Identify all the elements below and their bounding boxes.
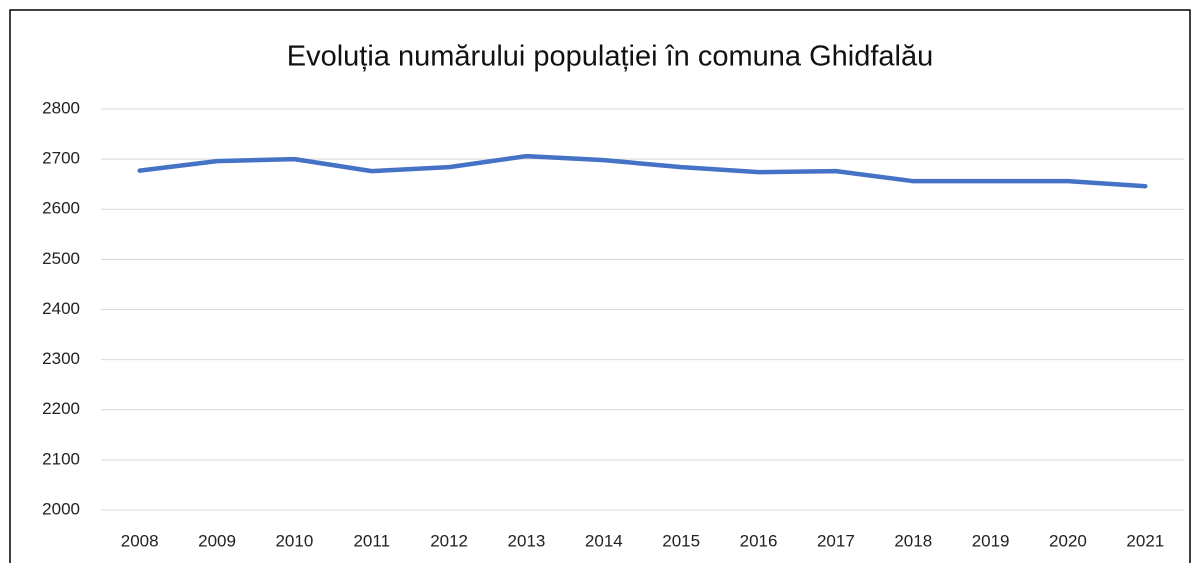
x-tick-label: 2020 bbox=[1049, 531, 1087, 550]
y-tick-label: 2700 bbox=[42, 149, 80, 168]
chart-frame bbox=[9, 9, 1191, 563]
y-tick-label: 2800 bbox=[42, 98, 80, 117]
x-tick-label: 2021 bbox=[1126, 531, 1164, 550]
x-tick-label: 2015 bbox=[662, 531, 700, 550]
y-tick-label: 2400 bbox=[42, 299, 80, 318]
x-tick-label: 2019 bbox=[972, 531, 1010, 550]
x-tick-label: 2008 bbox=[121, 531, 159, 550]
series-line bbox=[137, 153, 1148, 189]
x-tick-label: 2010 bbox=[275, 531, 313, 550]
x-tick-label: 2017 bbox=[817, 531, 855, 550]
y-tick-label: 2200 bbox=[42, 399, 80, 418]
x-tick-label: 2011 bbox=[353, 531, 390, 550]
y-tick-label: 2600 bbox=[42, 199, 80, 218]
y-tick-label: 2500 bbox=[42, 249, 80, 268]
x-tick-label: 2013 bbox=[508, 531, 546, 550]
chart-title: Evoluția numărului populației în comuna … bbox=[287, 41, 933, 73]
y-tick-label: 2300 bbox=[42, 349, 80, 368]
y-tick-label: 2100 bbox=[42, 449, 80, 468]
x-tick-label: 2014 bbox=[585, 531, 623, 550]
x-tick-label: 2018 bbox=[894, 531, 932, 550]
y-tick-label: 2000 bbox=[42, 499, 80, 518]
x-tick-label: 2009 bbox=[198, 531, 236, 550]
x-tick-label: 2012 bbox=[430, 531, 468, 550]
x-tick-label: 2016 bbox=[740, 531, 778, 550]
